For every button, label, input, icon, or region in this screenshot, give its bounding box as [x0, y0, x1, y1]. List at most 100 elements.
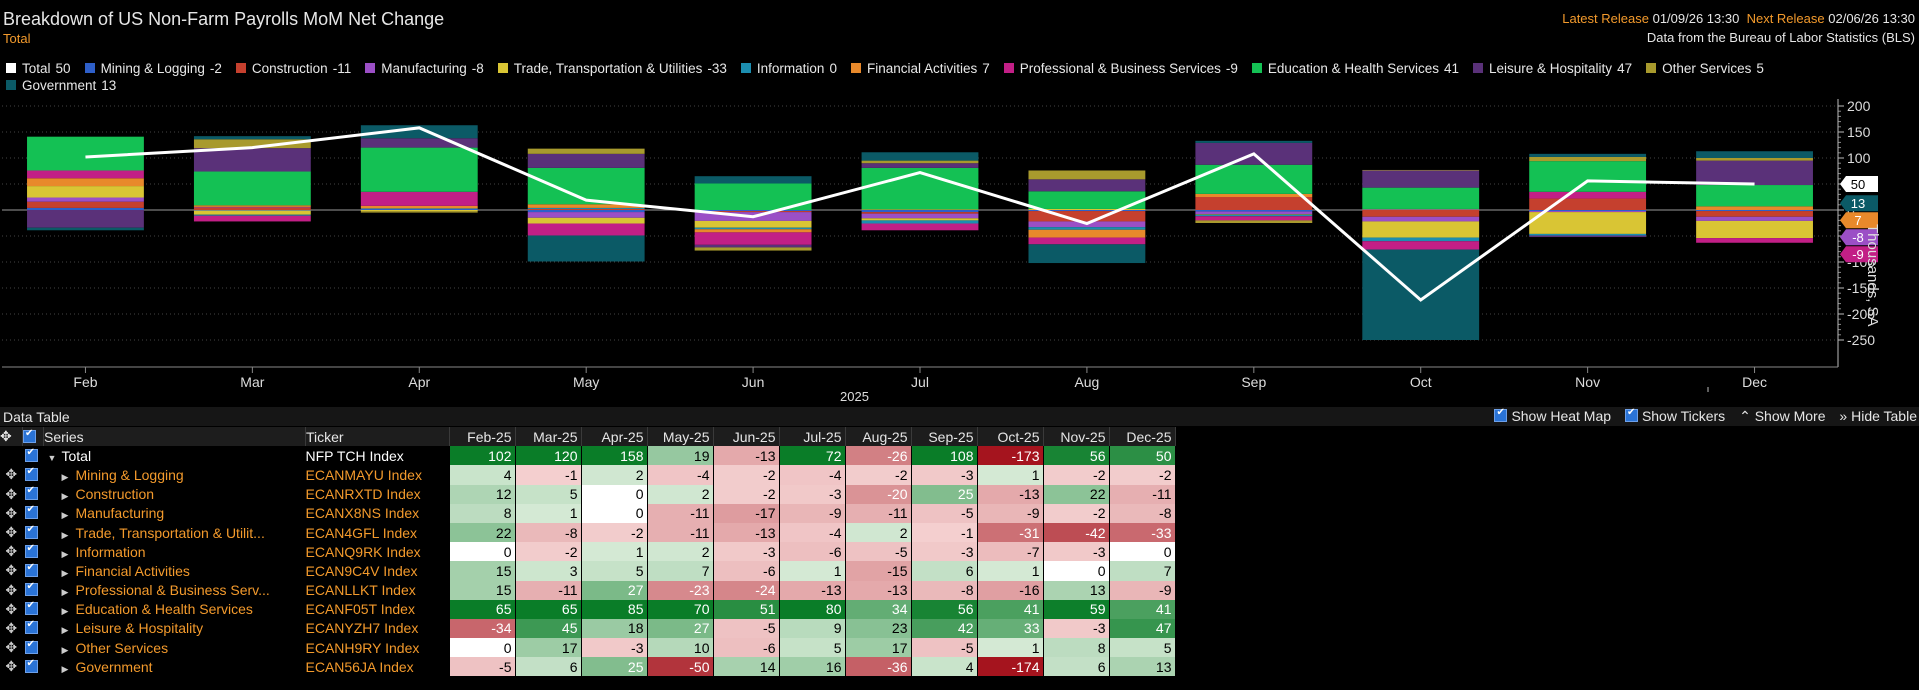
value-cell[interactable]: -6 [779, 542, 846, 562]
value-cell[interactable]: 18 [581, 618, 648, 639]
value-cell[interactable]: 41 [977, 599, 1044, 619]
value-cell[interactable]: -34 [449, 618, 516, 639]
value-cell[interactable]: -2 [581, 522, 648, 543]
hide-table-button[interactable]: » Hide Table [1839, 408, 1917, 424]
value-cell[interactable]: 22 [1043, 484, 1110, 504]
value-cell[interactable]: -17 [713, 503, 780, 523]
value-cell[interactable]: -11 [515, 580, 582, 600]
value-cell[interactable]: 5 [515, 484, 582, 504]
legend-item-mining-logging[interactable]: Mining & Logging -2 [84, 60, 222, 77]
value-cell[interactable]: 50 [1109, 446, 1176, 466]
row-checkbox[interactable] [23, 485, 44, 504]
row-drag-handle[interactable]: ✥ [0, 581, 23, 600]
value-cell[interactable]: 6 [515, 657, 582, 677]
month-column-header-dec-25[interactable]: Dec-25 [1109, 427, 1176, 447]
select-all-header[interactable] [22, 427, 44, 447]
value-cell[interactable]: -16 [977, 580, 1044, 600]
month-column-header-jul-25[interactable]: Jul-25 [779, 427, 846, 447]
value-cell[interactable]: 1 [977, 638, 1044, 658]
value-cell[interactable]: 42 [911, 618, 978, 639]
collapsed-triangle-icon[interactable]: ▶ [61, 491, 69, 502]
series-cell[interactable]: ▶ Other Services [44, 638, 306, 657]
series-cell[interactable]: ▶ Professional & Business Serv... [44, 581, 306, 600]
value-cell[interactable]: 7 [1109, 561, 1176, 581]
ticker-cell[interactable]: ECAN9C4V Index [305, 562, 418, 579]
legend-item-education-health-services[interactable]: Education & Health Services 41 [1251, 60, 1459, 77]
value-cell[interactable]: 22 [449, 522, 516, 543]
value-cell[interactable]: 1 [977, 465, 1044, 485]
value-cell[interactable]: -6 [713, 638, 780, 658]
table-row[interactable]: ✥ ▶ Education & Health Services ECANF05T In… [0, 599, 1176, 619]
value-cell[interactable]: 34 [845, 599, 912, 619]
value-cell[interactable]: -2 [1043, 465, 1110, 485]
value-cell[interactable]: -13 [713, 522, 780, 543]
value-cell[interactable]: -23 [647, 580, 714, 600]
value-cell[interactable]: -13 [713, 446, 780, 466]
value-cell[interactable]: -5 [713, 618, 780, 639]
month-column-header-nov-25[interactable]: Nov-25 [1043, 427, 1110, 447]
row-drag-handle[interactable]: ✥ [0, 657, 23, 676]
series-cell[interactable]: ▶ Financial Activities [44, 561, 306, 580]
value-cell[interactable]: 15 [449, 580, 516, 600]
collapsed-triangle-icon[interactable]: ▶ [61, 663, 69, 674]
row-checkbox[interactable] [23, 465, 44, 484]
value-cell[interactable]: -20 [845, 484, 912, 504]
value-cell[interactable]: 45 [515, 618, 582, 639]
value-cell[interactable]: -6 [713, 561, 780, 581]
month-column-header-may-25[interactable]: May-25 [647, 427, 714, 447]
row-drag-handle[interactable]: ✥ [0, 523, 23, 542]
value-cell[interactable]: 56 [1043, 446, 1110, 466]
value-cell[interactable]: 8 [449, 503, 516, 523]
series-cell[interactable]: ▶ Education & Health Services [44, 600, 306, 619]
ticker-cell[interactable]: ECANH9RY Index [305, 639, 420, 656]
row-checkbox[interactable] [23, 542, 44, 561]
value-cell[interactable]: 8 [1043, 638, 1110, 658]
value-cell[interactable]: 12 [449, 484, 516, 504]
value-cell[interactable]: -173 [977, 446, 1044, 466]
legend-item-government[interactable]: Government 13 [6, 77, 116, 94]
value-cell[interactable]: 23 [845, 618, 912, 639]
value-cell[interactable]: -3 [911, 465, 978, 485]
ticker-cell[interactable]: NFP TCH Index [305, 447, 404, 464]
month-column-header-mar-25[interactable]: Mar-25 [515, 427, 582, 447]
value-cell[interactable]: 3 [515, 561, 582, 581]
value-cell[interactable]: -31 [977, 522, 1044, 543]
value-cell[interactable]: -7 [977, 542, 1044, 562]
value-cell[interactable]: -1 [911, 522, 978, 543]
value-cell[interactable]: -5 [845, 542, 912, 562]
month-column-header-aug-25[interactable]: Aug-25 [845, 427, 912, 447]
value-cell[interactable]: -15 [845, 561, 912, 581]
value-cell[interactable]: 70 [647, 599, 714, 619]
ticker-cell[interactable]: ECANYZH7 Index [305, 620, 419, 637]
collapsed-triangle-icon[interactable]: ▶ [61, 587, 69, 598]
value-cell[interactable]: 25 [581, 657, 648, 677]
ticker-cell[interactable]: ECANMAYU Index [305, 466, 422, 483]
value-cell[interactable]: -174 [977, 657, 1044, 677]
value-cell[interactable]: -2 [713, 484, 780, 504]
value-cell[interactable]: 158 [581, 446, 648, 466]
value-cell[interactable]: 1 [515, 503, 582, 523]
row-drag-handle[interactable] [0, 446, 23, 465]
value-cell[interactable]: -4 [779, 522, 846, 543]
legend-item-professional-business-services[interactable]: Professional & Business Services -9 [1003, 60, 1238, 77]
value-cell[interactable]: -2 [1109, 465, 1176, 485]
value-cell[interactable]: 15 [449, 561, 516, 581]
value-cell[interactable]: 0 [581, 484, 648, 504]
ticker-column-header[interactable]: Ticker [305, 427, 450, 447]
value-cell[interactable]: 51 [713, 599, 780, 619]
value-cell[interactable]: 80 [779, 599, 846, 619]
value-cell[interactable]: 13 [1109, 657, 1176, 677]
value-cell[interactable]: 56 [911, 599, 978, 619]
row-drag-handle[interactable]: ✥ [0, 638, 23, 657]
value-cell[interactable]: 0 [449, 542, 516, 562]
value-cell[interactable]: -11 [845, 503, 912, 523]
value-cell[interactable]: -8 [911, 580, 978, 600]
series-cell[interactable]: ▶ Construction [44, 485, 306, 504]
ticker-cell[interactable]: ECANQ9RK Index [305, 543, 421, 560]
value-cell[interactable]: 4 [911, 657, 978, 677]
collapsed-triangle-icon[interactable]: ▶ [61, 548, 69, 559]
legend-item-manufacturing[interactable]: Manufacturing -8 [365, 60, 484, 77]
value-cell[interactable]: -9 [1109, 580, 1176, 600]
